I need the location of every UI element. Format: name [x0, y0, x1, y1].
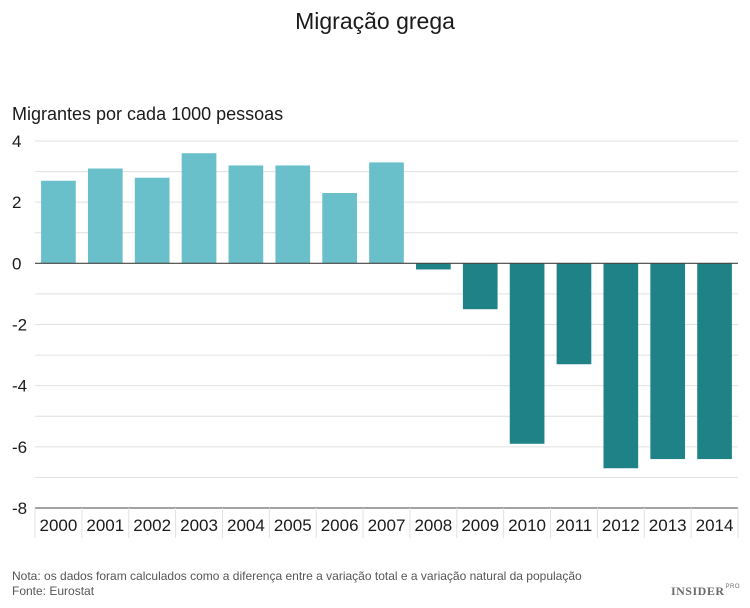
bar-2002	[134, 177, 170, 264]
x-tick-label: 2012	[602, 516, 640, 535]
brand-suffix: PRO	[725, 584, 740, 590]
x-tick-label: 2005	[274, 516, 312, 535]
y-tick-label: 0	[12, 254, 21, 273]
x-tick-label: 2001	[86, 516, 124, 535]
bar-2011	[556, 263, 592, 365]
bar-2003	[181, 153, 217, 264]
bar-2005	[275, 165, 311, 264]
x-tick-label: 2006	[321, 516, 359, 535]
y-tick-label: 4	[12, 132, 21, 151]
bar-2004	[228, 165, 264, 264]
x-tick-label: 2007	[368, 516, 406, 535]
bar-2013	[650, 263, 686, 460]
x-tick-label: 2010	[508, 516, 546, 535]
bar-2012	[603, 263, 639, 469]
bar-chart: 4 2 0 -2 -4 -6 -8 2000 2001 2002 2003 2004 2005 2006 2…	[12, 132, 739, 538]
x-tick-label: 2009	[461, 516, 499, 535]
y-tick-label: -8	[12, 499, 27, 518]
brand-name: INSIDER	[670, 584, 725, 598]
bar-2007	[369, 162, 404, 264]
x-tick-label: 2011	[556, 516, 593, 535]
chart-title: Migração grega	[295, 8, 455, 34]
y-tick-label: 2	[12, 193, 21, 212]
y-tick-label: -2	[12, 316, 27, 335]
bar-2014	[697, 263, 732, 460]
bar-2009	[462, 263, 498, 310]
bar-2008	[416, 263, 451, 270]
x-tick-label: 2000	[40, 516, 78, 535]
x-tick-label: 2003	[180, 516, 218, 535]
x-tick-label: 2004	[227, 516, 265, 535]
x-tick-label: 2014	[696, 516, 734, 535]
y-tick-label: -6	[12, 438, 27, 457]
bar-2000	[41, 180, 76, 264]
source-text: Fonte: Eurostat	[12, 584, 95, 598]
x-tick-label: 2013	[649, 516, 687, 535]
y-tick-label: -4	[12, 377, 27, 396]
x-tick-label: 2002	[133, 516, 171, 535]
y-axis-label: Migrantes por cada 1000 pessoas	[12, 104, 284, 124]
brand-logo: INSIDERPRO	[671, 584, 740, 599]
bar-2010	[509, 263, 545, 444]
bar-2001	[87, 168, 123, 264]
bar-2006	[322, 192, 357, 264]
chart-footnote: Nota: os dados foram calculados como a d…	[12, 569, 582, 599]
x-tick-label: 2008	[414, 516, 452, 535]
note-text: Nota: os dados foram calculados como a d…	[12, 569, 582, 583]
